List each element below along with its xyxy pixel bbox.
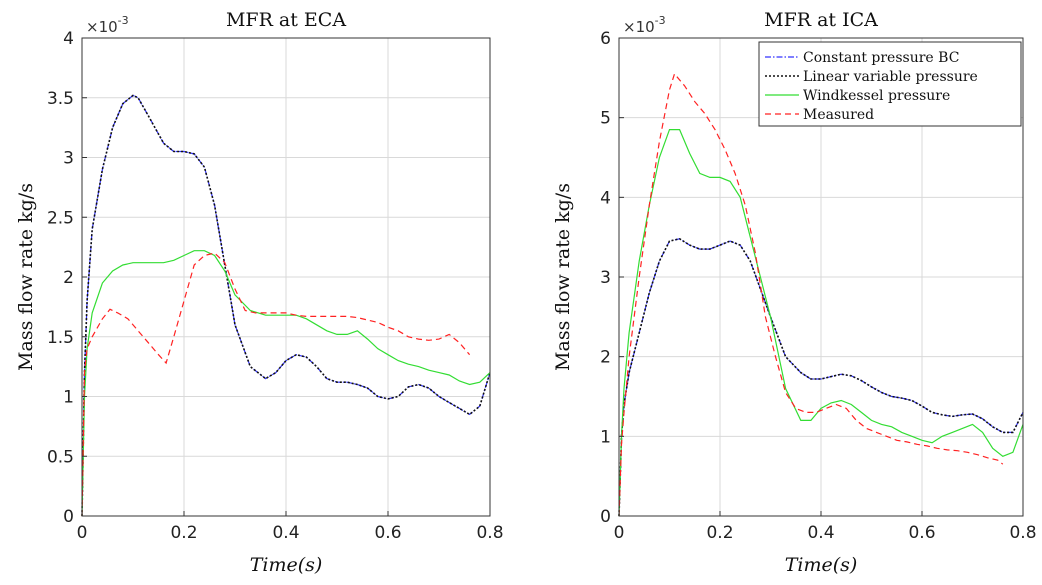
series-line-measured (81, 252, 471, 517)
legend-label: Constant pressure BC (803, 50, 959, 66)
y-multiplier-exponent: -3 (118, 14, 129, 27)
y-tick-label: 0.5 (47, 447, 74, 467)
y-tick-label: 0 (600, 507, 611, 527)
y-tick-label: 4 (600, 188, 611, 208)
x-tick-label: 0.8 (476, 523, 503, 543)
legend-box (758, 41, 1022, 127)
y-tick-label: 1 (63, 388, 74, 408)
legend-label: Measured (803, 107, 874, 123)
y-multiplier: ×10-3 (86, 14, 129, 36)
x-tick-label: 0.2 (170, 523, 197, 543)
y-tick-label: 2.5 (47, 208, 74, 228)
y-tick-label: 0 (63, 507, 74, 527)
series-group (81, 94, 491, 517)
x-tick-label: 0.2 (706, 523, 733, 543)
series-line-windkessel-pressure (81, 250, 491, 517)
x-tick-label: 0.8 (1009, 523, 1036, 543)
legend-label: Linear variable pressure (803, 69, 978, 85)
y-tick-label: 2 (600, 348, 611, 368)
tick-labels: 0 0.2 0.4 0.6 0.8 0 0.5 1 1.5 2 2.5 3 3.5 4 (47, 29, 504, 543)
chart-panel-ica: 0 0.2 0.4 0.6 0.8 0 1 2 3 4 5 6 MFR at ICA Mass flo… (552, 9, 1037, 576)
series-group (618, 72, 1024, 517)
x-tick-label: 0.4 (807, 523, 834, 543)
y-axis-label: Mass flow rate kg/s (552, 183, 574, 371)
series-line-measured (618, 72, 1004, 517)
series-line-linear-variable-pressure (81, 94, 491, 517)
y-axis-label: Mass flow rate kg/s (15, 183, 37, 371)
series-line-windkessel-pressure (618, 129, 1024, 517)
x-tick-label: 0.6 (374, 523, 401, 543)
y-tick-label: 3 (600, 268, 611, 288)
x-tick-label: 0 (77, 523, 88, 543)
y-tick-label: 3 (63, 149, 74, 169)
y-tick-label: 1 (600, 427, 611, 447)
y-multiplier-base: ×10 (623, 18, 655, 36)
x-axis-label: Time(s) (785, 554, 858, 576)
chart-title: MFR at ECA (226, 9, 346, 31)
y-multiplier-base: ×10 (86, 18, 118, 36)
x-tick-label: 0.4 (272, 523, 299, 543)
legend: Constant pressure BC Linear variable pres… (758, 41, 1022, 127)
y-tick-label: 3.5 (47, 89, 74, 109)
x-axis-label: Time(s) (250, 554, 323, 576)
y-tick-label: 6 (600, 29, 611, 49)
chart-title: MFR at ICA (764, 9, 878, 31)
tick-labels: 0 0.2 0.4 0.6 0.8 0 1 2 3 4 5 6 (600, 29, 1036, 543)
y-multiplier-exponent: -3 (655, 14, 666, 27)
y-tick-label: 1.5 (47, 328, 74, 348)
x-tick-label: 0.6 (908, 523, 935, 543)
legend-label: Windkessel pressure (803, 88, 950, 104)
chart-panel-eca: 0 0.2 0.4 0.6 0.8 0 0.5 1 1.5 2 2.5 3 3.5 4 MFR at EC… (15, 9, 504, 576)
y-tick-label: 5 (600, 109, 611, 129)
x-tick-label: 0 (614, 523, 625, 543)
y-tick-label: 4 (63, 29, 74, 49)
y-tick-label: 2 (63, 268, 74, 288)
series-line-linear-variable-pressure (618, 237, 1024, 517)
y-multiplier: ×10-3 (623, 14, 666, 36)
